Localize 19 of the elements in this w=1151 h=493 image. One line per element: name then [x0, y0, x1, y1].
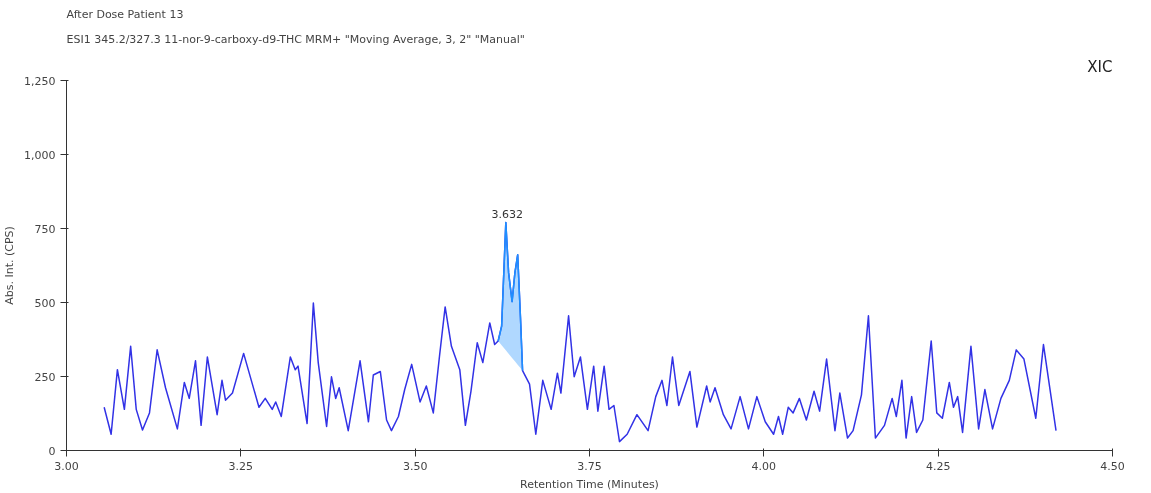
- y-tick-label: 0: [48, 444, 56, 458]
- y-tick-label: 1,250: [24, 74, 56, 88]
- x-tick-label: 3.25: [228, 459, 254, 473]
- x-tick-label: 4.25: [925, 459, 951, 473]
- annotation: 3.632: [491, 207, 523, 221]
- y-axis-title: Abs. Int. (CPS): [3, 226, 17, 305]
- x-tick-label: 3.75: [577, 459, 602, 473]
- y-tick-label: 1,000: [24, 148, 56, 162]
- chart-subtitle: ESI1 345.2/327.3 11-nor-9-carboxy-d9-THC MRM+ "Moving Average, 3, 2" "Manual": [66, 32, 525, 46]
- y-tick-label: 750: [34, 222, 56, 236]
- x-tick-label: 3.50: [402, 459, 428, 473]
- y-tick-label: 250: [34, 370, 56, 384]
- x-tick-label: 4.00: [751, 459, 777, 473]
- text: XIC: [1087, 57, 1113, 76]
- x-tick-label: 3.00: [54, 459, 79, 473]
- chart-title: After Dose Patient 13: [66, 7, 184, 21]
- y-tick-label: 500: [34, 296, 56, 310]
- x-axis-title: Retention Time (Minutes): [520, 477, 659, 491]
- x-tick-label: 4.50: [1100, 459, 1125, 473]
